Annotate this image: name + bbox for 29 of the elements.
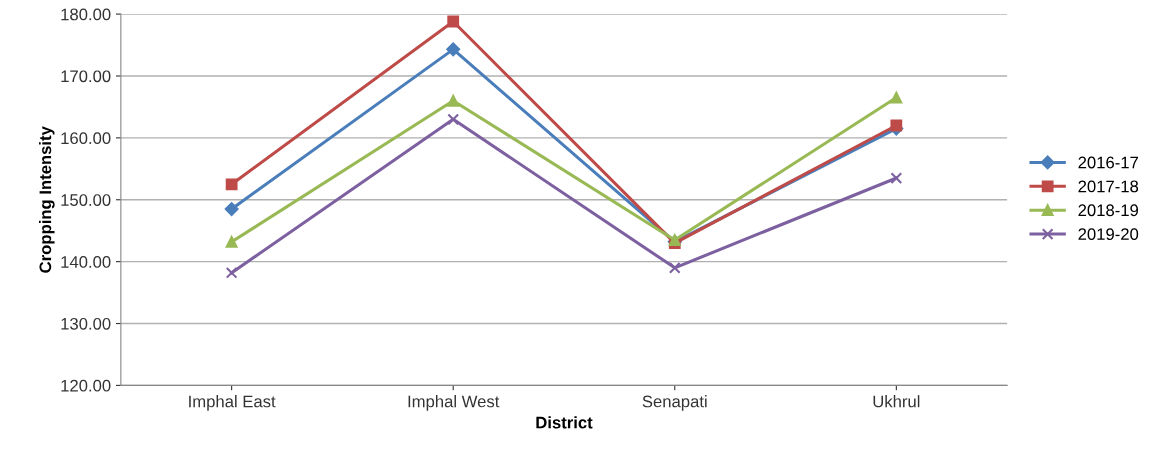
point xyxy=(668,261,681,274)
y-tick-label: 130.00 xyxy=(61,317,111,330)
point xyxy=(890,91,903,104)
y-tick-label: 160.00 xyxy=(61,132,111,145)
y-axis-title: Cropping Intensity xyxy=(39,126,55,273)
legend-label: 2017-18 xyxy=(1078,180,1139,193)
x-tick-label: Senapati xyxy=(642,395,707,411)
point xyxy=(447,94,460,107)
legend-label: 2019-20 xyxy=(1078,228,1139,241)
y-tick-label: 140.00 xyxy=(61,256,111,268)
legend-label: 2018-19 xyxy=(1078,204,1139,217)
legend-label: 2016-17 xyxy=(1078,156,1138,169)
y-tick-label: 120.00 xyxy=(61,379,111,392)
point xyxy=(447,15,460,28)
point xyxy=(225,178,238,191)
point xyxy=(447,113,460,126)
point xyxy=(890,119,903,132)
point xyxy=(224,202,239,216)
y-tick-label: 170.00 xyxy=(61,70,111,83)
point xyxy=(890,172,903,184)
point xyxy=(225,266,238,279)
x-axis-title: District xyxy=(536,416,593,429)
x-tick-label: Ukhrul xyxy=(873,395,920,408)
y-tick-label: 180.00 xyxy=(61,8,111,21)
point xyxy=(225,235,238,248)
x-tick-label: Imphal East xyxy=(189,395,276,411)
y-tick-label: 150.00 xyxy=(61,194,111,206)
x-tick-label: Imphal West xyxy=(408,395,500,411)
point xyxy=(446,42,461,57)
